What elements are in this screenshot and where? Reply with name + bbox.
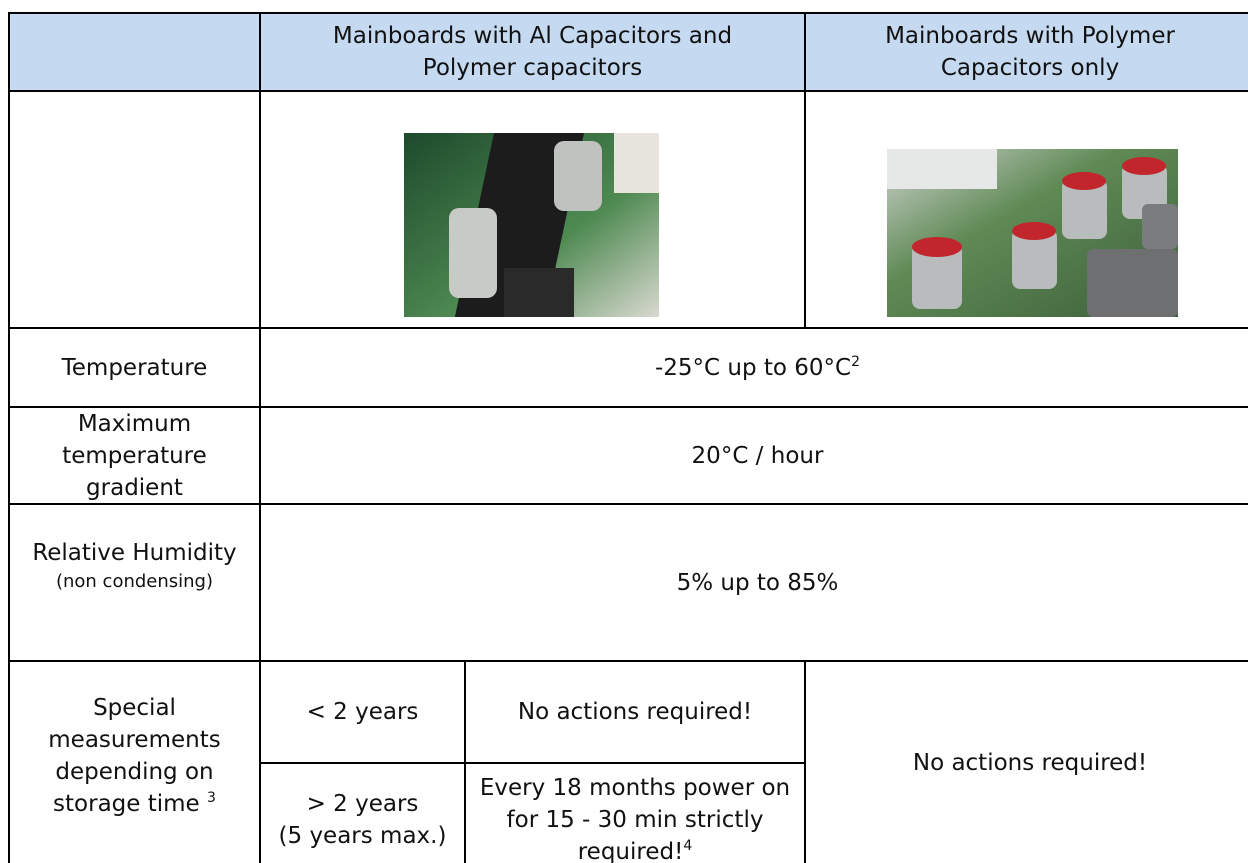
row-label: Maximum temperature gradient	[8, 406, 259, 503]
value: -25°C up to 60°C	[654, 354, 852, 381]
header-cell: Mainboards with Polymer Capacitors only	[804, 12, 1248, 90]
period-action: No actions required!	[464, 660, 804, 762]
image-row-empty	[8, 90, 259, 327]
row-value: -25°C up to 60°C2	[259, 327, 1248, 406]
row-value: 5% up to 85%	[259, 503, 1248, 660]
label: Special measurements depending on storag…	[48, 695, 221, 817]
row-label: Temperature	[8, 327, 259, 406]
action-text: No actions required!	[912, 750, 1148, 776]
period-action: Every 18 months power on for 15 - 30 min…	[464, 762, 804, 863]
header-text: Mainboards with Polymer Capacitors only	[885, 23, 1175, 81]
header-cell: Mainboards with Al Capacitors and Polyme…	[259, 12, 804, 90]
header-empty	[8, 12, 259, 90]
polymer-action: No actions required!	[804, 660, 1248, 863]
value-text: -25°C up to 60°C2	[655, 352, 860, 384]
label-text: Temperature	[61, 354, 208, 381]
sublabel: (non condensing)	[55, 571, 214, 592]
action-text: No actions required!	[517, 699, 753, 725]
time-text: < 2 years	[306, 699, 419, 725]
action-text: Every 18 months power on for 15 - 30 min…	[476, 772, 794, 863]
footnote-ref: 4	[683, 838, 693, 854]
row-value: 20°C / hour	[259, 406, 1248, 503]
row-label: Relative Humidity (non condensing)	[8, 503, 259, 660]
image-cell	[804, 90, 1248, 327]
photo-polymer-capacitors	[887, 149, 1178, 317]
label: Relative Humidity	[32, 540, 237, 566]
period-time: < 2 years	[259, 660, 464, 762]
value-text: 20°C / hour	[691, 442, 824, 469]
subtime: (5 years max.)	[278, 823, 447, 849]
label-text: Special measurements depending on storag…	[35, 692, 235, 820]
image-cell	[259, 90, 804, 327]
period-time: > 2 years (5 years max.)	[259, 762, 464, 863]
value-text: 5% up to 85%	[676, 569, 839, 596]
photo-al-capacitors	[404, 133, 659, 317]
time: > 2 years	[306, 791, 419, 817]
label-text: Relative Humidity (non condensing)	[32, 537, 236, 595]
action: Every 18 months power on for 15 - 30 min…	[479, 775, 791, 863]
footnote-ref: 2	[851, 353, 861, 370]
footnote-ref: 3	[207, 790, 216, 806]
label-text: Maximum temperature gradient	[62, 410, 207, 501]
row-label: Special measurements depending on storag…	[8, 660, 259, 863]
time-text: > 2 years (5 years max.)	[279, 788, 447, 852]
header-text: Mainboards with Al Capacitors and Polyme…	[332, 23, 733, 81]
